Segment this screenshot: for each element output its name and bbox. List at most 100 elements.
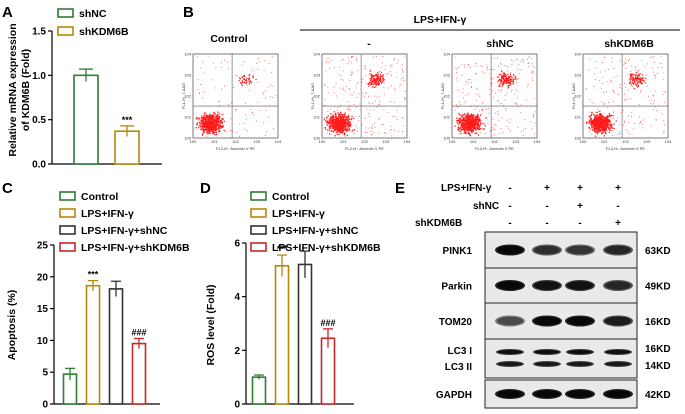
flow-dot (458, 130, 460, 132)
flow-dot (479, 95, 481, 97)
flow-dot (467, 126, 469, 128)
flow-dot (340, 117, 342, 120)
flow-dot (478, 119, 481, 121)
blot-band-core (605, 245, 631, 255)
flow-dot (369, 73, 371, 75)
flow-dot (464, 64, 466, 66)
flow-dot (328, 127, 331, 129)
flow-dot (456, 77, 457, 79)
flow-dot (225, 131, 227, 133)
flow-dot (510, 90, 512, 92)
legend-swatch (57, 8, 74, 18)
flow-dot (599, 124, 602, 126)
flow-dot (327, 92, 329, 94)
flow-dot (379, 80, 381, 82)
flow-dot (595, 131, 597, 133)
flow-dot (641, 79, 644, 81)
flow-dot (377, 83, 379, 85)
flow-dot (207, 116, 209, 118)
flow-dot (608, 125, 610, 127)
flow-dot (368, 82, 371, 84)
flow-dot (371, 134, 372, 136)
flow-dot (378, 132, 380, 134)
flow-dot (597, 117, 600, 119)
flow-dot (334, 126, 337, 128)
flow-dot (373, 86, 375, 88)
bar (251, 376, 267, 405)
flow-dot (514, 102, 516, 104)
flow-dot (337, 112, 339, 114)
flow-dot (598, 125, 600, 127)
flow-dot (457, 106, 459, 108)
flow-dot (248, 82, 250, 84)
legend-swatch (59, 225, 76, 235)
blot-band-core (534, 390, 560, 398)
flow-dot (516, 103, 518, 105)
flow-dot (206, 130, 208, 132)
legend-swatch (250, 225, 267, 235)
flow-dot (244, 81, 246, 84)
flow-dot (220, 124, 222, 127)
blot-band-core (534, 316, 560, 326)
flow-dot (205, 126, 207, 128)
flow-dot (652, 95, 654, 96)
flow-dot (384, 68, 386, 70)
flow-dot (458, 123, 460, 125)
flow-dot (605, 125, 607, 127)
flow-dot (460, 126, 462, 128)
flow-dot (637, 84, 639, 86)
flow-dot (340, 125, 342, 128)
flow-dot (376, 106, 378, 108)
flow-dot (500, 81, 502, 84)
flow-dot (373, 83, 375, 85)
flow-dot (472, 125, 474, 127)
flow-dot (240, 83, 243, 85)
flow-dot (329, 125, 331, 128)
flow-dot (372, 56, 374, 58)
flow-dot (602, 129, 604, 132)
flow-dot (606, 120, 609, 122)
flow-dot (637, 77, 639, 80)
flow-x-tick: 101 (340, 139, 347, 144)
y-tick-label: 1.0 (32, 71, 46, 82)
flow-dot (507, 77, 509, 79)
flow-dot (201, 115, 203, 117)
flow-y-tick: 100 (313, 136, 320, 141)
flow-dot (462, 114, 464, 116)
flow-dot (340, 122, 342, 124)
flow-dot (203, 72, 205, 74)
flow-dot (344, 128, 346, 130)
flow-dot (369, 115, 371, 117)
flow-dot-cloud (585, 56, 666, 137)
flow-dot (459, 130, 461, 132)
flow-dot (595, 128, 598, 130)
flow-dot (243, 61, 245, 63)
flow-dot (463, 126, 465, 129)
flow-dot (348, 122, 350, 125)
flow-dot (497, 101, 499, 102)
flow-dot (390, 74, 392, 76)
flow-dot (347, 108, 349, 109)
flow-dot (498, 85, 500, 87)
flow-dot (493, 128, 495, 130)
flow-dot (477, 122, 479, 125)
flow-dot (389, 130, 391, 132)
flow-dot (329, 118, 331, 120)
flow-dot (478, 124, 480, 127)
flow-dot (469, 114, 472, 117)
flow-dot (464, 66, 466, 68)
flow-dot (484, 72, 486, 74)
flow-dot (374, 79, 377, 82)
flow-dot (337, 122, 339, 124)
flow-dot (600, 127, 602, 129)
flow-dot (251, 82, 253, 84)
flow-dot (208, 120, 211, 122)
flow-dot (380, 67, 382, 69)
flow-dot (208, 129, 210, 131)
flow-dot (209, 114, 211, 117)
flow-dot (348, 88, 350, 90)
flow-dot (593, 123, 595, 126)
flow-dot (507, 92, 509, 94)
flow-dot (343, 121, 345, 123)
flow-dot (484, 133, 486, 135)
